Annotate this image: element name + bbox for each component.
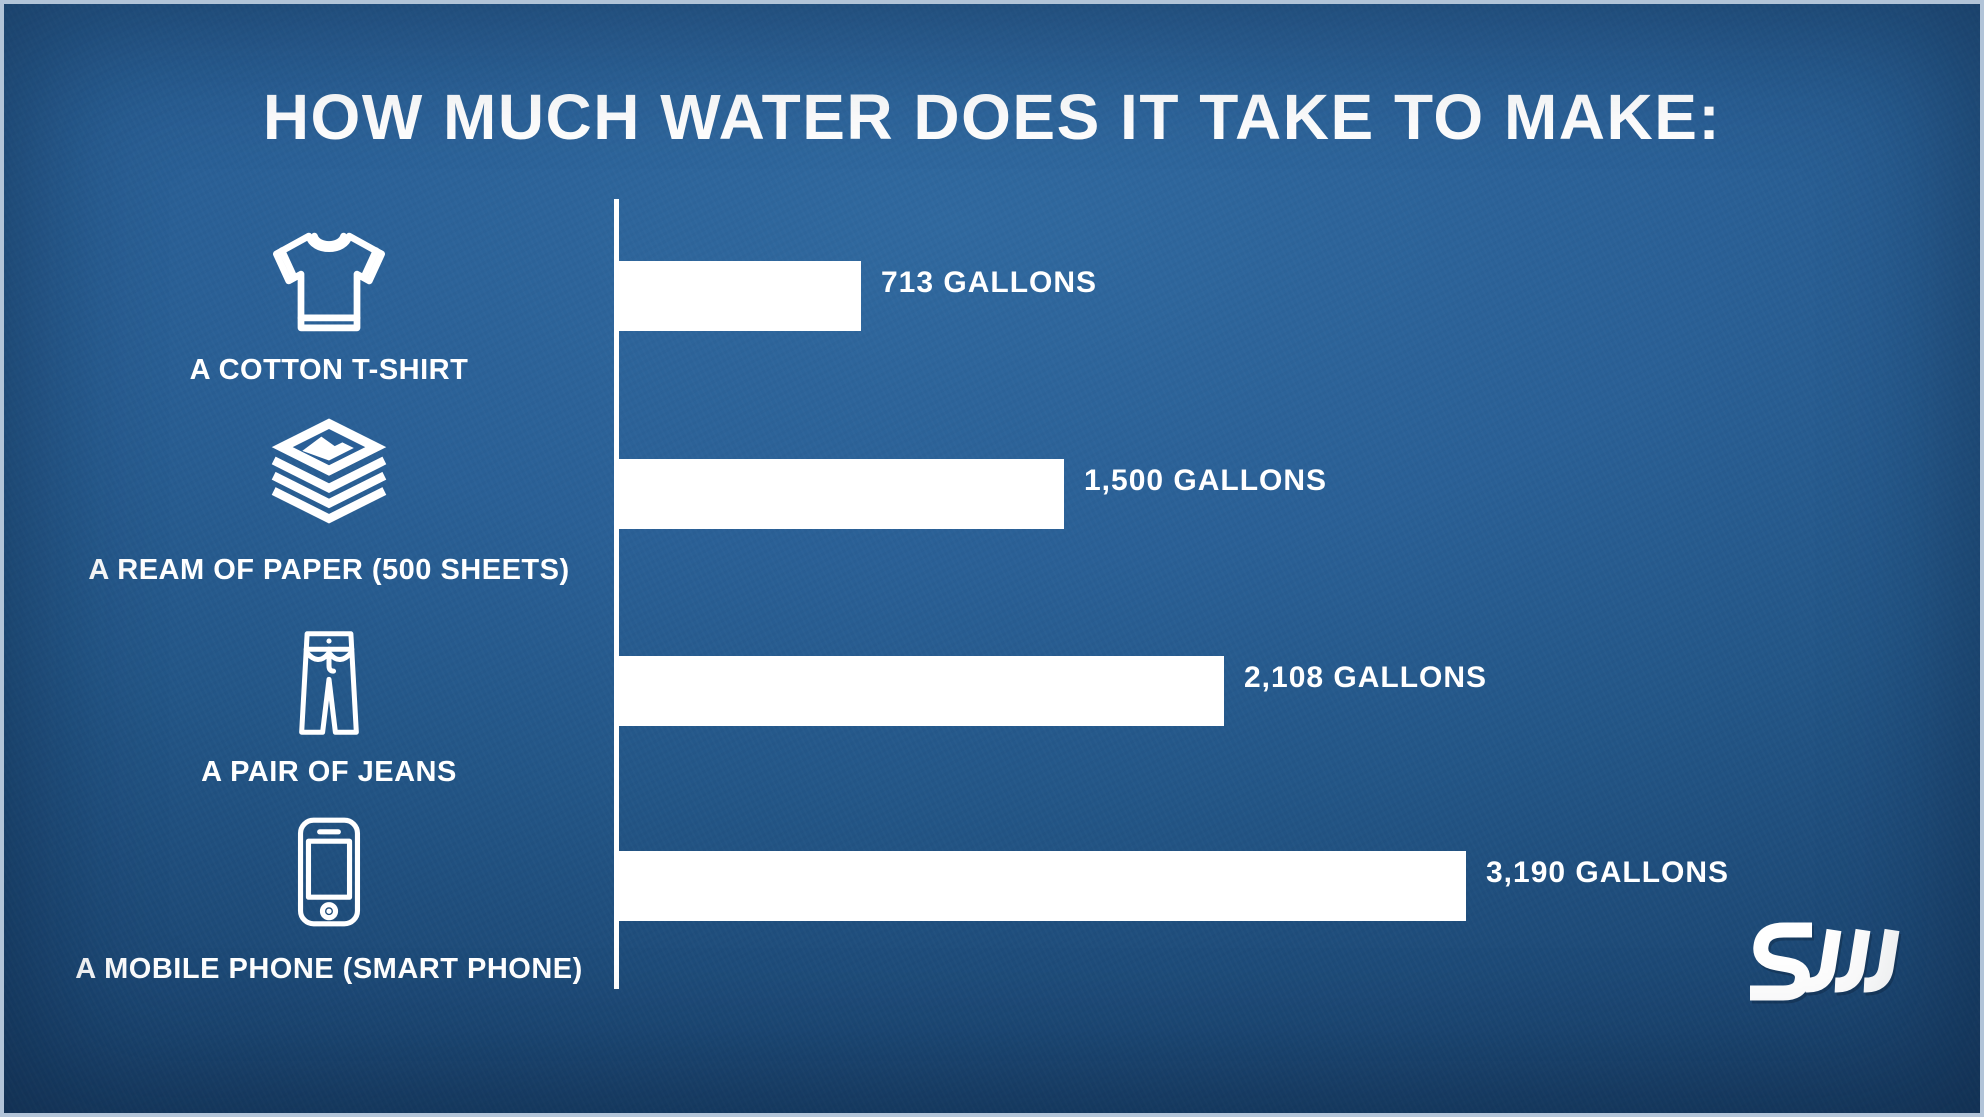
bar-mobile-phone bbox=[619, 851, 1466, 921]
category-icon-row bbox=[54, 416, 604, 529]
bar-value-label: 713 GALLONS bbox=[881, 266, 1098, 299]
paper-ream-icon bbox=[271, 418, 387, 524]
sjw-logo bbox=[1750, 922, 1900, 1001]
jeans-icon bbox=[299, 631, 359, 735]
bar-row: 3,190 GALLONS bbox=[619, 851, 1729, 921]
category-label: A PAIR OF JEANS bbox=[201, 756, 457, 788]
t-shirt-icon bbox=[273, 232, 386, 332]
bar-value-label: 1,500 GALLONS bbox=[1084, 464, 1328, 497]
category-label: A MOBILE PHONE (SMART PHONE) bbox=[75, 953, 583, 985]
bar-ream-of-paper bbox=[619, 459, 1064, 529]
category-icon-row bbox=[54, 816, 604, 933]
category-icon-row bbox=[54, 628, 604, 743]
page-title: HOW MUCH WATER DOES IT TAKE TO MAKE: bbox=[262, 81, 1722, 153]
bar-row: 1,500 GALLONS bbox=[619, 459, 1327, 529]
category-label: A REAM OF PAPER (500 SHEETS) bbox=[88, 554, 570, 586]
bar-row: 713 GALLONS bbox=[619, 261, 1097, 331]
bar-cotton-tshirt bbox=[619, 261, 861, 331]
bar-value-label: 2,108 GALLONS bbox=[1244, 661, 1488, 694]
bar-pair-of-jeans bbox=[619, 656, 1224, 726]
value-axis-baseline bbox=[614, 199, 619, 989]
bar-value-label: 3,190 GALLONS bbox=[1486, 856, 1730, 889]
category-icon-row bbox=[54, 226, 604, 343]
bar-row: 2,108 GALLONS bbox=[619, 656, 1487, 726]
smartphone-icon bbox=[297, 817, 361, 927]
category-label: A COTTON T-SHIRT bbox=[189, 354, 469, 386]
